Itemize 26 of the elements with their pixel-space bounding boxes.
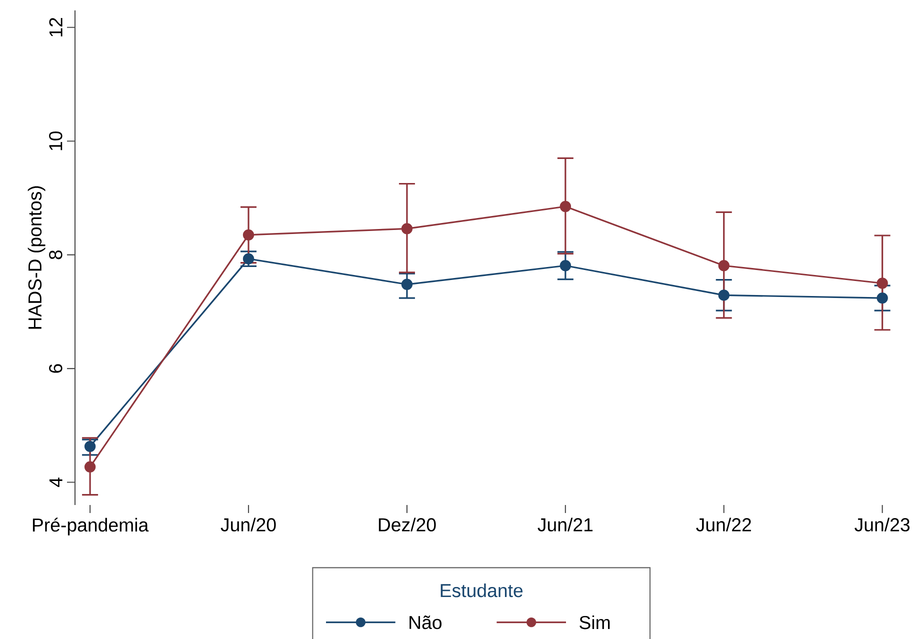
point xyxy=(401,223,413,234)
x-tick-label: Jun/21 xyxy=(538,518,593,532)
x-tick-label: Dez/20 xyxy=(378,518,436,532)
point xyxy=(876,278,888,289)
point xyxy=(718,260,730,272)
x-tick-label: Jun/22 xyxy=(696,518,751,532)
x-tick-label: Jun/23 xyxy=(854,518,910,532)
y-tick-label: 12 xyxy=(49,18,62,36)
legend-label: Não xyxy=(410,616,442,630)
x-tick-label: Pré-pandemia xyxy=(32,518,149,536)
point xyxy=(876,292,888,304)
y-tick-label: 8 xyxy=(49,250,62,260)
y-axis-title: HADS-D (pontos) xyxy=(28,186,46,329)
x-tick-label: Jun/20 xyxy=(220,518,276,532)
point xyxy=(560,200,572,212)
y-tick-label: 10 xyxy=(49,131,62,150)
y-tick-label: 6 xyxy=(49,364,62,373)
legend-label: Sim xyxy=(580,615,610,630)
point xyxy=(84,461,96,473)
point xyxy=(401,278,413,290)
point xyxy=(242,253,254,264)
point xyxy=(718,290,730,301)
point xyxy=(560,260,572,272)
legend-title: Estudante xyxy=(440,583,523,598)
y-tick-label: 4 xyxy=(49,478,62,488)
point xyxy=(242,229,254,241)
